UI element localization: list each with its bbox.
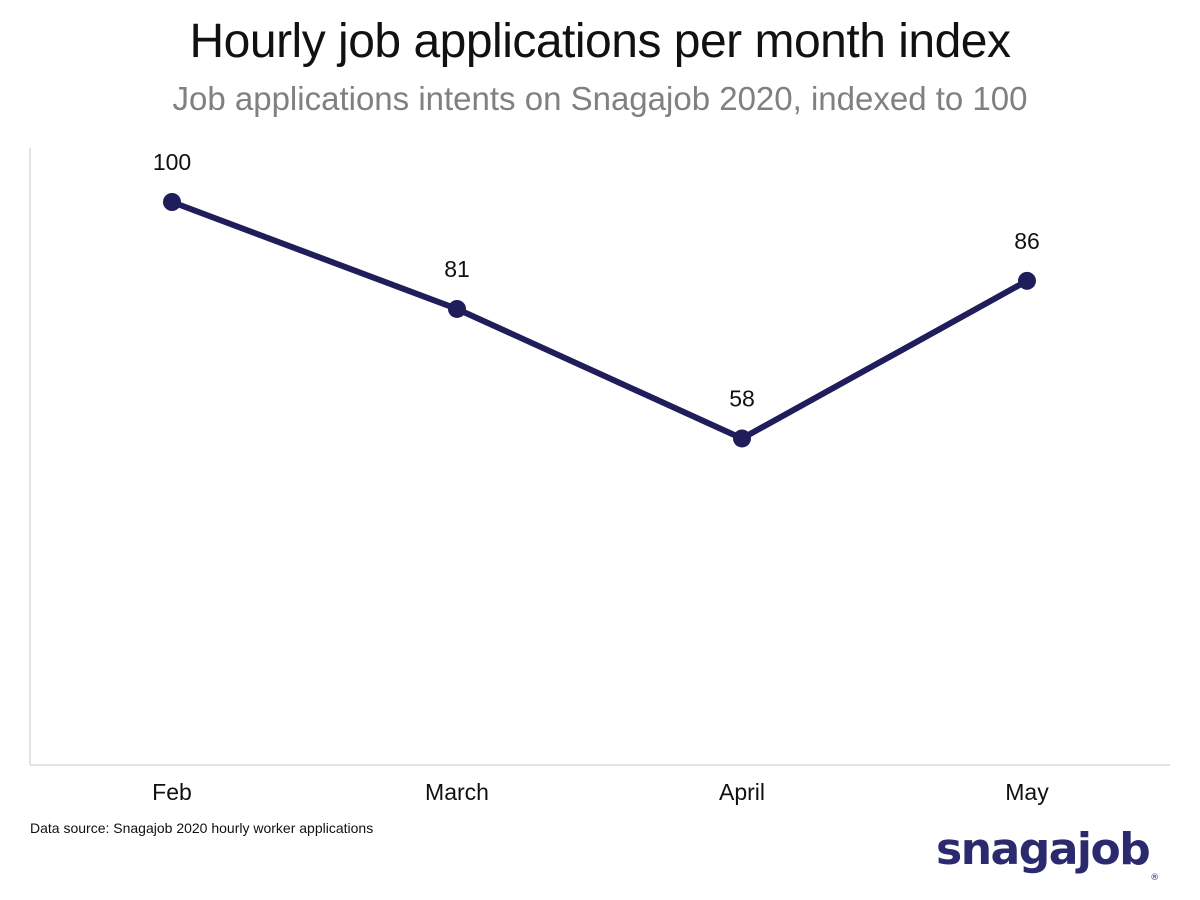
data-label: 58 xyxy=(729,385,755,411)
series-line-group xyxy=(170,199,1029,442)
x-tick-labels: Feb March April May xyxy=(152,779,1049,805)
logo-wordmark: snagajob xyxy=(936,824,1151,875)
data-source-note: Data source: Snagajob 2020 hourly worker… xyxy=(30,820,374,836)
data-label: 81 xyxy=(444,256,470,282)
chart-title: Hourly job applications per month index xyxy=(189,15,1011,68)
data-points xyxy=(163,193,1036,448)
data-point xyxy=(448,299,466,318)
x-tick-label: Feb xyxy=(152,779,192,805)
chart-subtitle: Job applications intents on Snagajob 202… xyxy=(172,80,1028,117)
data-labels: 100 81 58 86 xyxy=(153,149,1040,411)
series-line xyxy=(170,199,1029,442)
registered-mark: ® xyxy=(1150,873,1160,883)
x-tick-label: May xyxy=(1005,779,1049,805)
snagajob-logo: snagajob® xyxy=(936,820,1160,883)
data-point xyxy=(163,193,181,211)
data-label: 100 xyxy=(153,149,191,175)
data-point xyxy=(733,429,751,448)
x-tick-label: March xyxy=(425,779,489,805)
data-label: 86 xyxy=(1014,228,1040,254)
x-tick-label: April xyxy=(719,779,765,805)
data-point xyxy=(1018,271,1036,290)
